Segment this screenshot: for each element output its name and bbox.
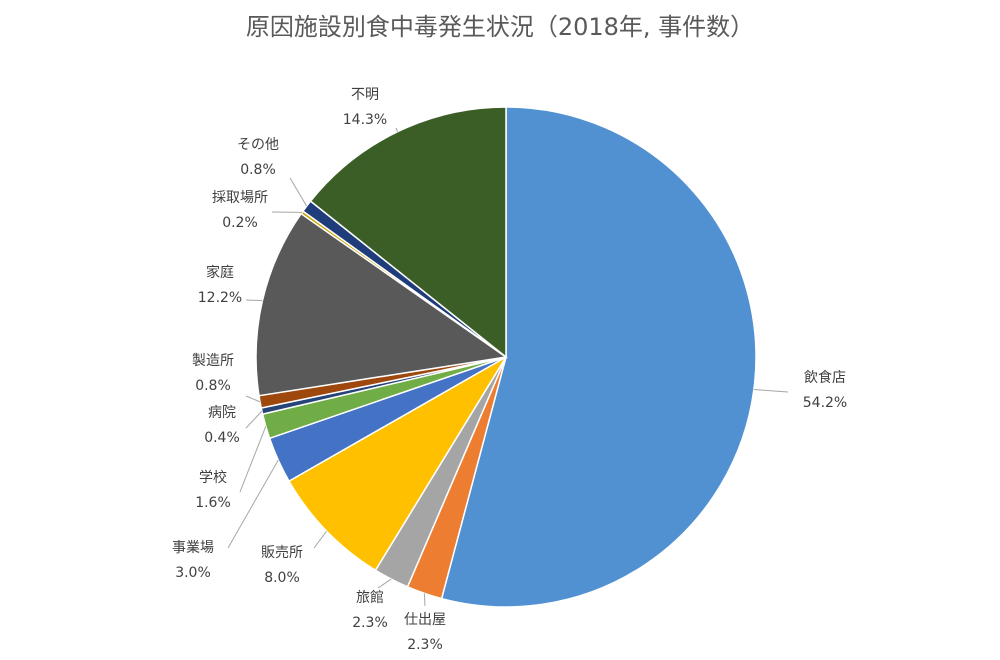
- leader-line: [395, 127, 398, 132]
- pie-slice: [255, 212, 508, 397]
- value-label: 0.2%: [222, 215, 258, 231]
- pie-slice: [309, 106, 507, 359]
- slice-label: 旅館: [356, 589, 384, 606]
- leader-line: [245, 299, 263, 302]
- slice-label: 販売所: [261, 545, 303, 561]
- slice-label: 不明: [351, 87, 379, 103]
- value-label: 2.3%: [352, 615, 388, 631]
- leader-line: [313, 530, 328, 549]
- slice-label: 事業場: [172, 540, 214, 556]
- leader-line: [289, 177, 308, 207]
- chart-title: 原因施設別食中毒発生状況（2018年, 事件数）: [246, 13, 754, 41]
- slice-label: 学校: [199, 469, 227, 486]
- slice-label: 採取場所: [212, 190, 268, 206]
- value-label: 2.3%: [407, 637, 443, 653]
- value-label: 1.6%: [195, 495, 231, 511]
- value-label: 8.0%: [264, 570, 300, 586]
- slice-label: 家庭: [206, 264, 234, 281]
- slice-label: 飲食店: [804, 369, 846, 386]
- slice-label: その他: [237, 137, 279, 153]
- value-label: 0.8%: [195, 378, 231, 394]
- leader-line: [753, 388, 789, 393]
- slice-label: 病院: [208, 405, 236, 421]
- leader-line: [227, 459, 279, 549]
- value-label: 0.4%: [204, 430, 240, 446]
- value-label: 54.2%: [803, 395, 847, 411]
- slice-label: 仕出屋: [404, 612, 446, 628]
- value-label: 14.3%: [343, 112, 387, 128]
- leader-line: [245, 395, 261, 403]
- value-label: 0.8%: [240, 162, 276, 178]
- leader-line: [377, 578, 392, 589]
- slice-label: 製造所: [192, 353, 234, 369]
- value-label: 3.0%: [175, 565, 211, 581]
- leader-line: [423, 593, 426, 607]
- value-label: 12.2%: [198, 290, 242, 306]
- pie-slice: [440, 106, 757, 608]
- leader-line: [245, 410, 263, 429]
- leader-line: [239, 426, 267, 493]
